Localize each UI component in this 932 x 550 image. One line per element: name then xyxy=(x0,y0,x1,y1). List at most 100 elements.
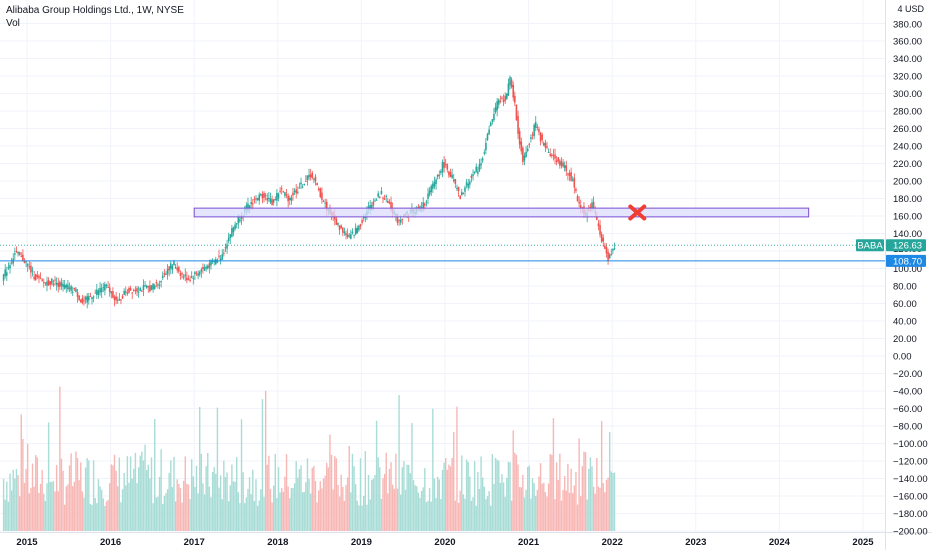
volume-bar xyxy=(145,470,148,531)
candle-body xyxy=(547,152,550,154)
volume-bar xyxy=(453,431,455,531)
candle-body xyxy=(319,188,322,197)
volume-bar xyxy=(6,481,8,531)
candle-body xyxy=(533,124,535,137)
volume-bar xyxy=(342,487,344,531)
candle-body xyxy=(292,192,294,196)
candle-body xyxy=(224,247,227,249)
volume-bar xyxy=(607,477,609,531)
candle-body xyxy=(46,281,48,286)
resistance-zone[interactable] xyxy=(193,207,810,218)
candle-body xyxy=(226,244,228,249)
candle-body xyxy=(203,267,206,271)
volume-bar xyxy=(586,499,588,531)
y-tick-label: 160.00 xyxy=(893,212,922,223)
volume-bar xyxy=(432,408,434,531)
volume-bar xyxy=(346,477,349,531)
candle-body xyxy=(150,285,153,291)
candle-body xyxy=(251,203,254,205)
candle-body xyxy=(383,198,386,200)
y-tick-label: 180.00 xyxy=(893,194,922,205)
candle-body xyxy=(462,192,465,194)
candle-body xyxy=(4,269,6,276)
volume-bar xyxy=(578,438,580,531)
volume-bar xyxy=(99,486,101,531)
candle-body xyxy=(280,188,283,190)
volume-bar xyxy=(510,500,513,531)
volume-bar xyxy=(51,481,53,531)
volume-bar xyxy=(390,462,392,531)
volume-bar xyxy=(137,467,140,531)
volume-bar xyxy=(449,466,452,531)
y-tick-label: −160.00 xyxy=(893,492,928,503)
volume-bar xyxy=(363,495,365,531)
volume-bar xyxy=(147,464,149,531)
y-tick-label: −180.00 xyxy=(893,509,928,520)
candle-body xyxy=(169,263,172,269)
volume-bar xyxy=(486,496,489,531)
candle-body xyxy=(494,107,497,113)
volume-bar xyxy=(399,494,402,531)
volume-bar xyxy=(10,490,13,531)
volume-bar xyxy=(591,466,593,531)
volume-bar xyxy=(121,489,124,531)
volume-bar xyxy=(179,487,182,531)
volume-bar xyxy=(351,453,354,531)
volume-bar xyxy=(282,491,285,531)
volume-bar xyxy=(488,491,490,531)
volume-bar xyxy=(509,462,511,531)
volume-bar xyxy=(272,485,275,531)
symbol-tag-label: BABA xyxy=(857,241,883,252)
candle-body xyxy=(602,237,605,242)
volume-bar xyxy=(30,487,32,531)
volume-bar xyxy=(459,490,461,531)
volume-bar xyxy=(285,454,288,531)
candle-body xyxy=(432,183,434,189)
candle-body xyxy=(436,174,439,177)
candle-body xyxy=(190,276,193,278)
volume-bar xyxy=(465,459,468,531)
volume-bar xyxy=(398,395,400,531)
volume-bar xyxy=(131,478,133,531)
candle-body xyxy=(308,174,310,178)
candle-body xyxy=(485,142,487,151)
candle-body xyxy=(314,176,317,182)
volume-bar xyxy=(221,499,223,531)
volume-bar xyxy=(348,445,350,531)
candle-body xyxy=(465,182,468,186)
candle-body xyxy=(493,114,495,120)
candle-body xyxy=(70,286,72,291)
candle-body xyxy=(361,220,363,223)
volume-bar xyxy=(113,454,116,531)
y-tick-label: −40.00 xyxy=(893,387,922,398)
volume-bar xyxy=(377,457,379,531)
candle-body xyxy=(335,218,338,225)
volume-bar xyxy=(380,498,383,531)
volume-bar xyxy=(406,464,408,531)
candle-body xyxy=(49,281,52,285)
volume-bar xyxy=(552,418,555,531)
candle-body xyxy=(551,154,553,156)
volume-bar xyxy=(383,473,386,531)
volume-bar xyxy=(412,480,415,531)
candle-body xyxy=(573,177,576,188)
volume-bar xyxy=(597,486,600,531)
candle-body xyxy=(123,290,125,296)
candle-body xyxy=(89,295,92,297)
candle-body xyxy=(229,234,232,238)
candle-body xyxy=(206,266,209,269)
volume-bar xyxy=(327,467,330,531)
volume-bar xyxy=(480,456,482,531)
volume-bar xyxy=(36,457,39,531)
volume-bar xyxy=(448,464,450,531)
volume-bar xyxy=(313,465,315,531)
candle-body xyxy=(324,202,326,204)
volume-bar xyxy=(248,477,251,531)
last-price-tag xyxy=(886,239,926,252)
volume-bar xyxy=(100,489,103,531)
candle-body xyxy=(81,298,84,304)
candle-body xyxy=(31,270,34,272)
candle-body xyxy=(541,134,543,140)
